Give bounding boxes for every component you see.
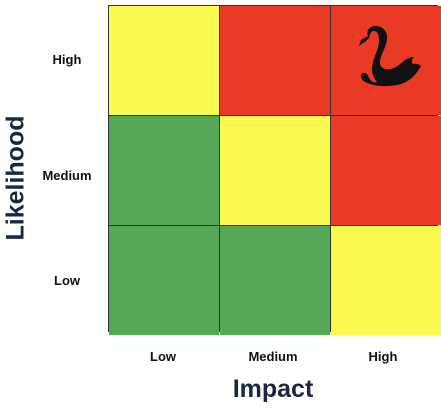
cell-medium-high bbox=[331, 116, 441, 225]
swan-body bbox=[359, 26, 421, 87]
cell-high-medium bbox=[220, 6, 330, 115]
axis-title-impact: Impact bbox=[232, 375, 314, 403]
col-label-low: Low bbox=[150, 349, 176, 364]
row-label-medium: Medium bbox=[42, 168, 92, 183]
cell-low-low bbox=[109, 226, 219, 335]
row-label-low: Low bbox=[54, 273, 80, 288]
risk-matrix bbox=[108, 5, 441, 335]
cell-low-high bbox=[331, 226, 441, 335]
col-label-medium: Medium bbox=[248, 349, 298, 364]
row-label-high: High bbox=[52, 52, 82, 67]
cell-low-medium bbox=[220, 226, 330, 335]
cell-medium-low bbox=[109, 116, 219, 225]
black-swan-icon bbox=[359, 26, 421, 87]
cell-high-high bbox=[331, 6, 441, 115]
cell-high-low bbox=[109, 6, 219, 115]
col-label-high: High bbox=[368, 349, 398, 364]
cell-medium-medium bbox=[220, 116, 330, 225]
